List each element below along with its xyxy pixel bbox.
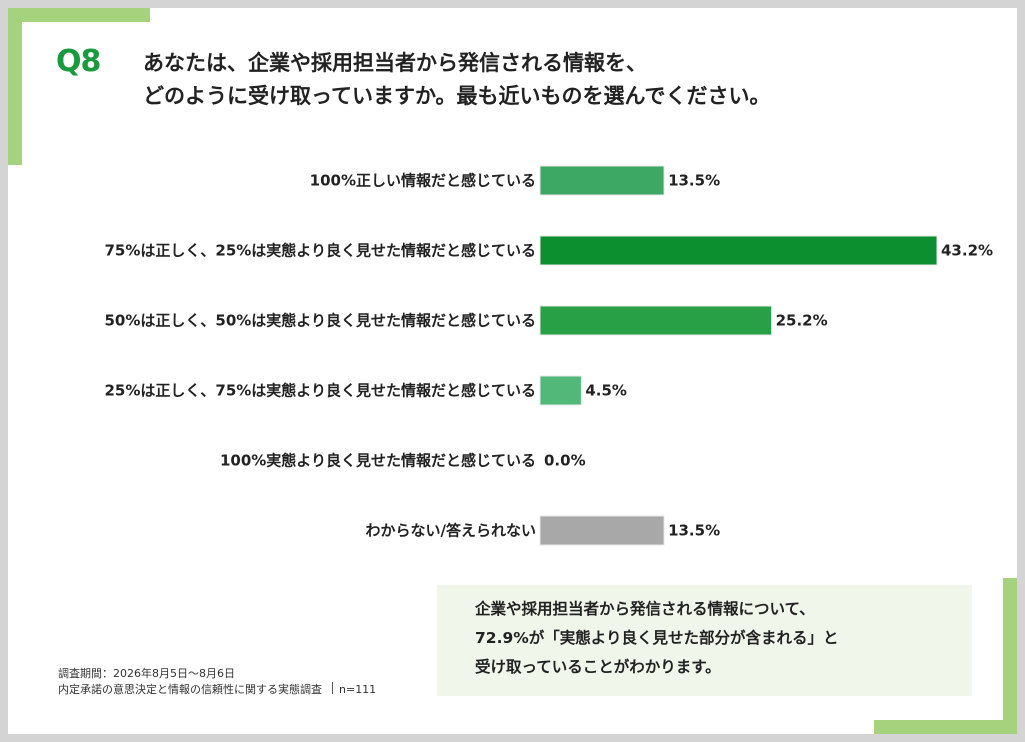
question-line-1: あなたは、企業や採用担当者から発信される情報を、 <box>143 51 647 75</box>
value-label: 43.2% <box>941 242 993 260</box>
footnote: 調査期間：2026年8月5日～8月6日 内定承諾の意思決定と情報の信頼性に関する… <box>58 666 376 698</box>
category-label: 50%は正しく、50%は実態より良く見せた情報だと感じている <box>104 312 536 330</box>
corner-accent-left <box>8 8 22 165</box>
value-label: 0.0% <box>544 452 586 470</box>
summary-line-3: 受け取っていることがわかります。 <box>475 658 721 676</box>
category-label: 100%正しい情報だと感じている <box>310 172 536 190</box>
survey-title: 内定承諾の意思決定と情報の信頼性に関する実態調査 <box>58 683 322 696</box>
question-number: Q8 <box>56 44 101 79</box>
survey-period: 調査期間：2026年8月5日～8月6日 <box>58 667 235 680</box>
bar <box>539 235 938 266</box>
summary-box: 企業や採用担当者から発信される情報について、 72.9%が「実態より良く見せた部… <box>437 585 972 696</box>
corner-accent-right <box>1003 578 1017 734</box>
summary-line-1: 企業や採用担当者から発信される情報について、 <box>475 600 815 618</box>
corner-accent-bottom <box>874 720 1017 734</box>
footnote-separator <box>332 682 333 694</box>
summary-text: 企業や採用担当者から発信される情報について、 72.9%が「実態より良く見せた部… <box>475 595 838 682</box>
bar <box>539 375 582 406</box>
value-label: 25.2% <box>776 312 828 330</box>
value-label: 13.5% <box>668 522 720 540</box>
summary-line-2: 72.9%が「実態より良く見せた部分が含まれる」と <box>475 629 839 647</box>
category-label: 100%実態より良く見せた情報だと感じている <box>220 452 536 470</box>
bar <box>539 515 665 546</box>
value-label: 4.5% <box>585 382 627 400</box>
category-label: 25%は正しく、75%は実態より良く見せた情報だと感じている <box>104 382 536 400</box>
value-label: 13.5% <box>668 172 720 190</box>
corner-accent-top <box>8 8 150 22</box>
bar <box>539 165 665 196</box>
bar <box>539 305 773 336</box>
sample-size: n=111 <box>339 683 377 696</box>
question-text: あなたは、企業や採用担当者から発信される情報を、 どのように受け取っていますか。… <box>143 47 923 113</box>
category-label: 75%は正しく、25%は実態より良く見せた情報だと感じている <box>104 242 536 260</box>
category-label: わからない/答えられない <box>366 522 536 540</box>
survey-info: 内定承諾の意思決定と情報の信頼性に関する実態調査 n=111 <box>58 682 376 698</box>
question-line-2: どのように受け取っていますか。最も近いものを選んでください。 <box>143 84 771 108</box>
